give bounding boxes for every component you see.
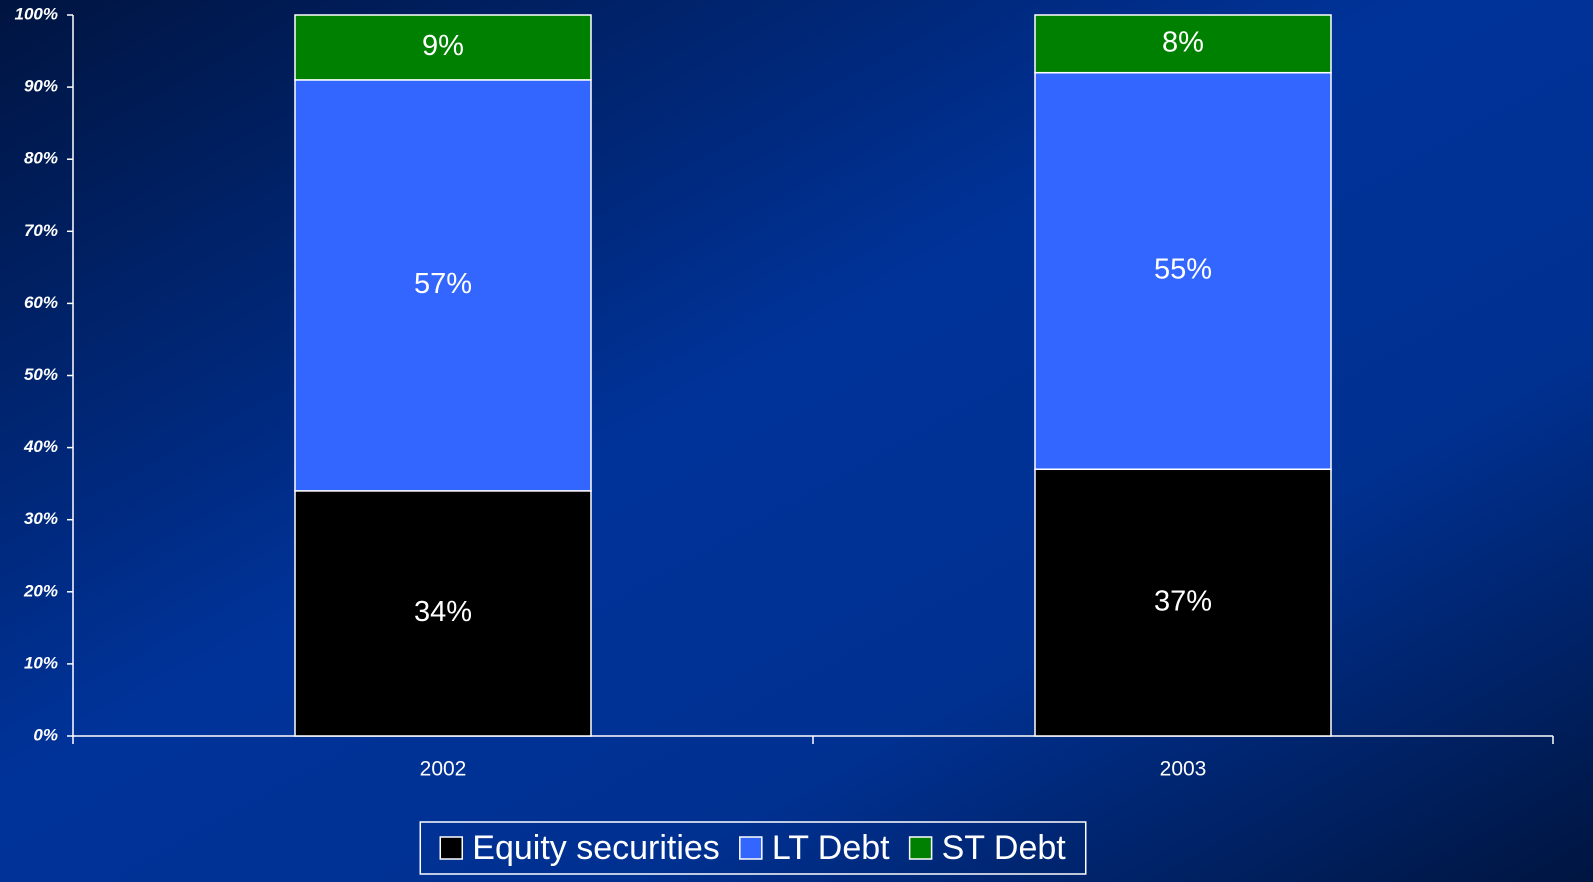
- data-label: 57%: [414, 268, 472, 300]
- y-tick-label: 60%: [24, 293, 58, 312]
- data-label: 9%: [422, 30, 464, 62]
- y-tick-label: 30%: [24, 509, 58, 528]
- data-label: 55%: [1154, 254, 1212, 286]
- legend-swatch: [739, 836, 763, 860]
- legend-swatch: [908, 836, 933, 860]
- bar-segment: [1034, 71, 1332, 470]
- y-tick-label: 50%: [24, 365, 58, 384]
- y-tick-label: 10%: [24, 653, 58, 672]
- y-tick-label: 20%: [23, 581, 58, 600]
- legend-label: Equity securities: [472, 829, 720, 867]
- y-tick-label: 100%: [15, 4, 58, 23]
- x-tick-label: 2002: [420, 758, 467, 781]
- data-label: 8%: [1162, 26, 1204, 58]
- bar-segment: [294, 79, 592, 492]
- bar-segment: [294, 14, 592, 81]
- legend: [419, 821, 1087, 875]
- x-tick-label: 2003: [1160, 758, 1207, 781]
- y-tick-label: 0%: [33, 725, 58, 744]
- legend-label: ST Debt: [942, 829, 1067, 867]
- legend-swatch: [439, 836, 464, 860]
- y-tick-label: 70%: [24, 221, 58, 240]
- bar-segment: [1034, 468, 1332, 737]
- y-tick-label: 90%: [24, 77, 58, 96]
- legend-label: LT Debt: [772, 829, 890, 867]
- data-label: 37%: [1154, 585, 1212, 617]
- data-label: 34%: [414, 596, 472, 628]
- y-tick-label: 80%: [24, 149, 58, 168]
- bar-segment: [294, 490, 592, 737]
- y-tick-label: 40%: [23, 437, 58, 456]
- bar-segment: [1034, 14, 1332, 74]
